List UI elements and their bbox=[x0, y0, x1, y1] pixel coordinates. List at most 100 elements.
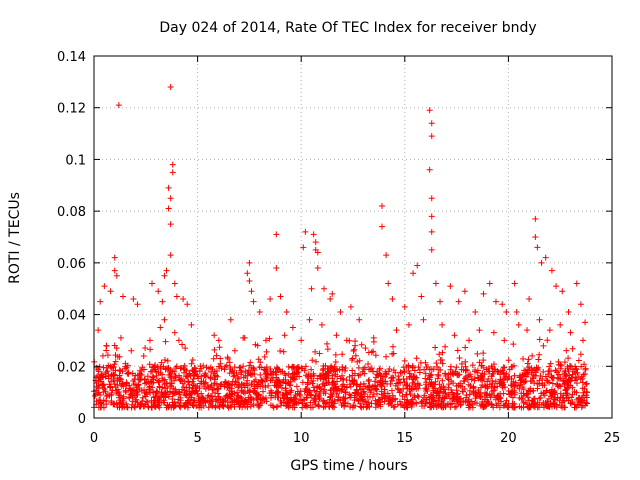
background-point bbox=[247, 359, 254, 366]
background-point bbox=[112, 384, 119, 391]
background-point bbox=[100, 389, 107, 396]
background-point bbox=[421, 392, 428, 399]
data-point bbox=[173, 293, 180, 300]
background-point bbox=[112, 358, 119, 365]
background-point bbox=[244, 370, 251, 377]
y-tick-label: 0.06 bbox=[57, 257, 86, 272]
background-point bbox=[95, 366, 102, 373]
data-point bbox=[244, 270, 251, 277]
background-point bbox=[263, 370, 270, 377]
background-point bbox=[159, 384, 166, 391]
background-point bbox=[120, 401, 127, 408]
background-point bbox=[183, 367, 190, 374]
background-point bbox=[450, 394, 457, 401]
background-point bbox=[282, 390, 289, 397]
background-point bbox=[546, 404, 553, 411]
background-point bbox=[302, 363, 309, 370]
background-point bbox=[461, 375, 468, 382]
data-point bbox=[318, 321, 325, 328]
background-point bbox=[351, 370, 358, 377]
background-point bbox=[175, 389, 182, 396]
data-point bbox=[262, 337, 269, 344]
background-point bbox=[408, 385, 415, 392]
background-point bbox=[257, 359, 264, 366]
background-point bbox=[499, 379, 506, 386]
background-point bbox=[117, 368, 124, 375]
background-point bbox=[113, 345, 120, 352]
background-point bbox=[394, 401, 401, 408]
y-tick-label: 0.1 bbox=[65, 153, 86, 168]
background-point bbox=[141, 376, 148, 383]
background-point bbox=[440, 390, 447, 397]
background-point bbox=[339, 400, 346, 407]
background-point bbox=[231, 390, 238, 397]
background-point bbox=[136, 377, 143, 384]
background-point bbox=[309, 357, 316, 364]
background-point bbox=[190, 376, 197, 383]
background-point bbox=[153, 389, 160, 396]
background-point bbox=[213, 368, 220, 375]
background-point bbox=[417, 359, 424, 366]
background-point bbox=[327, 387, 334, 394]
background-point bbox=[361, 370, 368, 377]
background-point bbox=[158, 390, 165, 397]
data-point bbox=[167, 195, 174, 202]
background-point bbox=[110, 400, 117, 407]
background-point bbox=[511, 372, 518, 379]
background-point bbox=[144, 373, 151, 380]
background-point bbox=[511, 387, 518, 394]
background-point bbox=[299, 404, 306, 411]
data-point bbox=[248, 288, 255, 295]
background-point bbox=[291, 394, 298, 401]
data-point bbox=[101, 283, 108, 290]
background-point bbox=[523, 391, 530, 398]
background-point bbox=[508, 382, 515, 389]
data-point bbox=[548, 267, 555, 274]
background-point bbox=[510, 341, 517, 348]
background-point bbox=[257, 381, 264, 388]
data-point bbox=[240, 334, 247, 341]
background-point bbox=[286, 381, 293, 388]
data-point bbox=[542, 254, 549, 261]
background-point bbox=[240, 374, 247, 381]
background-point bbox=[487, 394, 494, 401]
background-point bbox=[233, 379, 240, 386]
background-point bbox=[419, 400, 426, 407]
background-point bbox=[422, 375, 429, 382]
background-point bbox=[415, 393, 422, 400]
x-tick-label: 0 bbox=[90, 431, 98, 446]
background-point bbox=[390, 367, 397, 374]
data-point bbox=[246, 277, 253, 284]
data-point bbox=[532, 234, 539, 240]
background-point bbox=[267, 394, 274, 401]
background-point bbox=[380, 374, 387, 381]
background-point bbox=[485, 364, 492, 371]
background-point bbox=[293, 383, 300, 390]
data-point bbox=[503, 308, 510, 315]
background-point bbox=[279, 368, 286, 375]
background-point bbox=[503, 397, 510, 404]
background-point bbox=[187, 390, 194, 397]
background-point bbox=[386, 366, 393, 372]
background-point bbox=[477, 393, 484, 400]
data-point bbox=[466, 337, 473, 344]
background-point bbox=[110, 371, 117, 378]
data-point bbox=[486, 280, 493, 287]
background-point bbox=[212, 404, 219, 411]
background-point bbox=[569, 345, 576, 352]
background-point bbox=[322, 362, 329, 369]
background-point bbox=[235, 393, 242, 400]
background-point bbox=[415, 364, 422, 371]
background-point bbox=[360, 366, 367, 373]
background-point bbox=[348, 356, 355, 363]
data-point bbox=[451, 332, 458, 339]
background-point bbox=[267, 377, 274, 384]
background-point bbox=[354, 358, 361, 365]
background-point bbox=[148, 379, 155, 386]
data-point bbox=[476, 327, 483, 334]
y-tick-label: 0.12 bbox=[57, 102, 86, 117]
background-point bbox=[457, 401, 464, 408]
data-point bbox=[202, 373, 209, 380]
background-point bbox=[202, 370, 209, 377]
